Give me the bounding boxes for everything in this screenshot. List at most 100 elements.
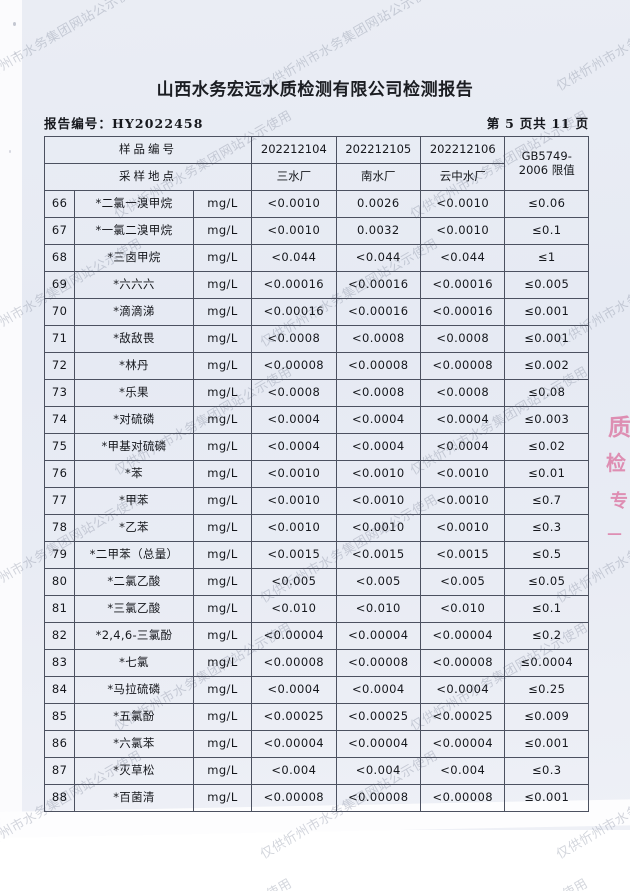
unit: mg/L [192,460,253,488]
table-row: 76 *苯 mg/L <0.0010 <0.0010 <0.0010 ≤0.01 [43,460,589,488]
value-sample-2: 0.0032 [335,217,422,245]
limit-value: ≤0.0004 [504,649,589,677]
value-sample-2: <0.0004 [335,433,422,461]
row-index: 85 [43,703,76,731]
value-sample-3: <0.0008 [420,325,506,353]
value-sample-2: <0.00008 [335,649,422,677]
value-sample-1: <0.00008 [251,352,337,380]
item-name: *林丹 [74,352,194,380]
unit: mg/L [192,325,253,353]
value-sample-2: <0.0008 [335,379,422,407]
unit: mg/L [192,541,253,569]
row-index: 76 [43,460,76,488]
table-row: 78 *乙苯 mg/L <0.0010 <0.0010 <0.0010 ≤0.3 [43,514,589,542]
unit: mg/L [192,757,253,785]
row-index: 86 [43,730,76,758]
limit-value: ≤0.005 [504,271,589,299]
table-row: 74 *对硫磷 mg/L <0.0004 <0.0004 <0.0004 ≤0.003 [43,406,589,434]
unit: mg/L [192,784,253,812]
value-sample-2: <0.0010 [335,460,422,488]
value-sample-1: <0.00016 [251,298,337,326]
value-sample-3: <0.0010 [420,217,506,245]
value-sample-2: <0.004 [335,757,422,785]
item-name: *乐果 [74,379,194,407]
value-sample-3: <0.005 [420,568,506,596]
value-sample-2: <0.00004 [335,730,422,758]
value-sample-3: <0.0004 [420,676,506,704]
table-row: 81 *三氯乙酸 mg/L <0.010 <0.010 <0.010 ≤0.1 [43,595,589,623]
page-title: 山西水务宏远水质检测有限公司检测报告 [156,80,474,100]
item-name: *马拉硫磷 [74,676,194,704]
limit-value: ≤0.1 [504,595,589,623]
value-sample-1: <0.010 [251,595,337,623]
row-index: 87 [43,757,76,785]
value-sample-2: <0.00008 [335,352,422,380]
item-name: *灭草松 [74,757,194,785]
value-sample-1: <0.00008 [251,649,337,677]
sampling-site-1: 三水厂 [251,163,337,191]
limit-standard-line2: 2006 限值 [518,162,575,177]
table-row: 83 *七氯 mg/L <0.00008 <0.00008 <0.00008 ≤0.0004 [43,649,589,677]
table-row: 82 *2,4,6-三氯酚 mg/L <0.00004 <0.00004 <0.00004… [43,622,589,650]
limit-value: ≤0.1 [504,217,589,245]
limit-value: ≤0.02 [504,433,589,461]
unit: mg/L [192,379,253,407]
limit-value: ≤0.2 [504,622,589,650]
value-sample-3: <0.0015 [420,541,506,569]
row-index: 71 [43,325,76,353]
value-sample-2: <0.005 [335,568,422,596]
value-sample-2: <0.0010 [335,487,422,515]
row-index: 74 [43,406,76,434]
item-name: *五氯酚 [74,703,194,731]
item-name: *二甲苯（总量） [74,541,194,569]
value-sample-1: <0.0008 [251,379,337,407]
report-meta-row: 报告编号：HY2022458 第 5 页共 11 页 [44,113,589,131]
row-index: 82 [43,622,76,650]
item-name: *三氯乙酸 [74,595,194,623]
value-sample-3: <0.00016 [420,271,506,299]
limit-value: ≤0.3 [504,757,589,785]
scan-speck [13,22,16,26]
item-name: *乙苯 [74,514,194,542]
unit: mg/L [192,217,253,245]
limit-value: ≤0.009 [504,703,589,731]
unit: mg/L [192,271,253,299]
limit-value: ≤1 [504,244,589,272]
row-index: 88 [43,784,76,812]
limit-standard-line1: GB5749- [521,149,572,164]
value-sample-1: <0.0008 [251,325,337,353]
value-sample-2: <0.00016 [335,298,422,326]
sampling-site-label: 采样地点 [43,163,253,191]
sample-number-3: 202212106 [420,136,506,164]
value-sample-3: <0.00008 [420,649,506,677]
item-name: *苯 [74,460,194,488]
value-sample-3: <0.00004 [420,730,506,758]
limit-value: ≤0.25 [504,676,589,704]
sampling-site-3: 云中水厂 [420,163,506,191]
value-sample-1: <0.00025 [251,703,337,731]
value-sample-2: <0.044 [335,244,422,272]
row-index: 79 [43,541,76,569]
value-sample-3: <0.00004 [420,622,506,650]
page-indicator: 第 5 页共 11 页 [486,116,589,131]
unit: mg/L [192,190,253,218]
value-sample-2: <0.00004 [335,622,422,650]
value-sample-2: <0.00008 [335,784,422,812]
row-index: 72 [43,352,76,380]
sample-number-1: 202212104 [251,136,337,164]
table-row: 77 *甲苯 mg/L <0.0010 <0.0010 <0.0010 ≤0.7 [43,487,589,515]
value-sample-2: <0.00016 [335,271,422,299]
table-row: 69 *六六六 mg/L <0.00016 <0.00016 <0.00016 ≤0.005 [43,271,589,299]
table-row: 70 *滴滴涕 mg/L <0.00016 <0.00016 <0.00016 ≤0.001 [43,298,589,326]
value-sample-1: <0.0010 [251,217,337,245]
unit: mg/L [192,298,253,326]
row-index: 84 [43,676,76,704]
unit: mg/L [192,703,253,731]
item-name: *三卤甲烷 [74,244,194,272]
value-sample-3: <0.044 [420,244,506,272]
limit-value: ≤0.002 [504,352,589,380]
value-sample-1: <0.005 [251,568,337,596]
row-index: 70 [43,298,76,326]
value-sample-3: <0.010 [420,595,506,623]
value-sample-2: <0.0008 [335,325,422,353]
